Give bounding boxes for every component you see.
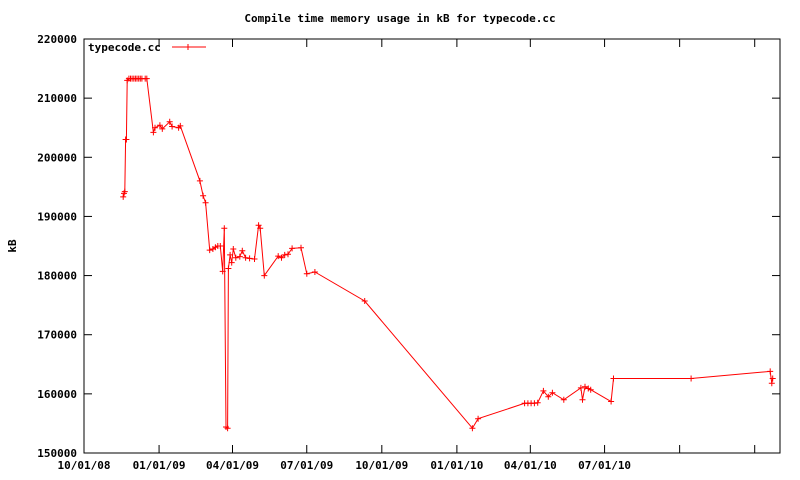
data-point: [239, 247, 246, 254]
data-point: [275, 253, 282, 260]
data-point: [159, 125, 166, 132]
data-point: [289, 245, 296, 252]
data-point: [242, 254, 249, 261]
data-point: [531, 400, 538, 407]
data-point: [228, 259, 235, 266]
y-axis: 150000 160000 170000 180000 190000 200000 2100…: [37, 33, 780, 460]
data-point: [278, 254, 285, 261]
data-point: [225, 265, 232, 272]
data-point: [217, 243, 224, 249]
data-point: [261, 272, 268, 279]
chart-title: Compile time memory usage in kB for type…: [244, 12, 555, 25]
data-point: [257, 225, 264, 232]
legend-label: typecode.cc: [88, 41, 161, 54]
data-point: [549, 389, 556, 396]
data-point: [608, 398, 615, 405]
data-point: [196, 177, 203, 184]
data-point: [150, 129, 157, 136]
data-point: [582, 383, 588, 390]
data-point: [200, 192, 207, 199]
data-point: [224, 425, 231, 432]
data-point: [577, 384, 584, 391]
data-point: [688, 375, 695, 382]
data-point: [177, 122, 184, 129]
x-tick-label: 10/01/08: [58, 459, 111, 472]
data-point: [560, 396, 567, 403]
legend-point-marker: [185, 44, 191, 50]
y-tick-label: 170000: [37, 329, 77, 342]
x-tick-label: 01/01/09: [133, 459, 186, 472]
data-point: [540, 387, 547, 394]
x-tick-label: 10/01/09: [355, 459, 408, 472]
data-point: [227, 251, 234, 258]
data-point: [768, 380, 775, 387]
data-point: [311, 269, 318, 275]
data-point: [152, 124, 158, 131]
x-tick-label: 01/01/10: [430, 459, 483, 472]
data-point: [246, 255, 253, 262]
x-axis: 10/01/08 01/01/09 04/01/09 07/01/09 10/01/09…: [58, 39, 756, 472]
data-point: [767, 368, 774, 375]
y-tick-label: 210000: [37, 92, 77, 105]
data-point: [230, 246, 237, 252]
x-tick-label: 04/01/10: [504, 459, 557, 472]
y-tick-label: 220000: [37, 33, 77, 46]
y-tick-label: 190000: [37, 210, 77, 223]
y-axis-label: kB: [6, 239, 19, 253]
data-point: [143, 75, 150, 82]
x-tick-label: 04/01/09: [206, 459, 259, 472]
x-tick-label: 07/01/09: [280, 459, 333, 472]
data-point: [587, 386, 594, 393]
data-point: [475, 415, 482, 422]
data-point: [545, 393, 552, 400]
data-point: [156, 122, 163, 129]
data-point: [610, 375, 617, 382]
data-point: [166, 118, 173, 125]
data-point: [169, 123, 176, 130]
data-point: [221, 225, 228, 232]
data-point: [123, 136, 130, 143]
series-line: [122, 78, 774, 430]
data-point: [251, 256, 258, 262]
plot-frame: [83, 38, 781, 454]
data-point: [202, 199, 209, 206]
y-tick-label: 200000: [37, 151, 77, 164]
y-tick-label: 160000: [37, 388, 77, 401]
data-point: [121, 188, 128, 195]
legend: typecode.cc: [88, 41, 206, 54]
data-point: [285, 251, 291, 258]
x-tick-label: 07/01/10: [578, 459, 631, 472]
series-typecode: [120, 75, 776, 432]
data-point: [534, 399, 541, 406]
y-tick-label: 180000: [37, 270, 77, 283]
data-point: [298, 244, 304, 251]
data-point: [219, 268, 226, 275]
data-point: [361, 298, 368, 304]
data-point: [206, 247, 213, 254]
data-point: [232, 254, 239, 261]
data-point: [769, 375, 776, 382]
data-point: [303, 270, 310, 277]
data-point: [281, 251, 288, 258]
data-point: [579, 396, 586, 403]
y-tick-label: 150000: [37, 447, 77, 460]
data-point: [236, 253, 243, 260]
data-point: [469, 425, 476, 432]
data-point: [120, 193, 127, 200]
